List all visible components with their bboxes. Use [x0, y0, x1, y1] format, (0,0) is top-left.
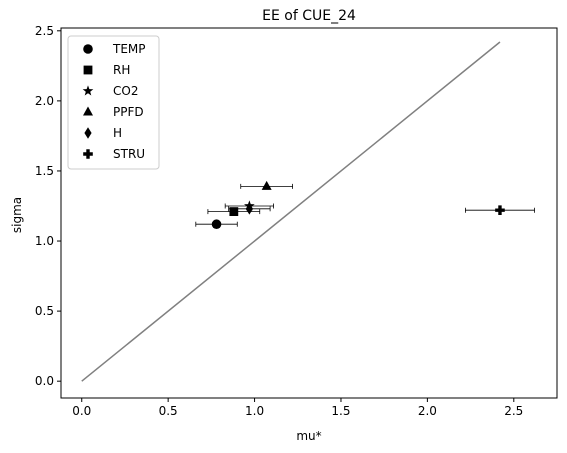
legend-label: H	[113, 126, 122, 140]
legend-item-co2: CO2	[82, 84, 138, 98]
y-tick-label: 1.5	[35, 164, 54, 178]
data-point-stru	[465, 205, 535, 215]
star-legend-icon	[82, 85, 94, 96]
plus-marker	[495, 205, 505, 215]
legend-label: CO2	[113, 84, 138, 98]
legend-item-temp: TEMP	[83, 42, 146, 56]
y-tick-label: 1.0	[35, 234, 54, 248]
legend-item-ppfd: PPFD	[83, 105, 144, 119]
legend-item-stru: STRU	[83, 147, 145, 161]
y-axis-label: sigma	[10, 197, 24, 233]
x-tick-label: 2.0	[418, 404, 437, 418]
circle-legend-icon	[83, 44, 93, 54]
y-tick-label: 2.0	[35, 94, 54, 108]
x-tick-label: 1.5	[331, 404, 350, 418]
y-tick-label: 0.0	[35, 374, 54, 388]
chart-title: EE of CUE_24	[262, 8, 356, 24]
square-marker	[229, 207, 239, 216]
x-tick-label: 1.0	[245, 404, 264, 418]
legend-label: STRU	[113, 147, 145, 161]
plot-area: 0.0 0.5 1.0 1.5 2.0 2.5 0.0 0.5 1.0 1.5 2.0 2.5	[35, 24, 558, 418]
legend-label: PPFD	[113, 105, 144, 119]
legend-item-rh: RH	[83, 63, 130, 77]
square-legend-icon	[83, 65, 93, 75]
legend-item-h: H	[84, 126, 122, 140]
reference-line	[81, 41, 501, 382]
plus-legend-icon	[83, 149, 93, 159]
diamond-legend-icon	[84, 127, 92, 139]
data-point-ppfd	[240, 180, 293, 190]
triangle-legend-icon	[83, 106, 93, 116]
circle-marker	[211, 219, 222, 230]
x-tick-label: 0.5	[159, 404, 178, 418]
data-point-temp	[195, 219, 238, 230]
axes-frame	[60, 27, 558, 399]
diamond-marker	[245, 202, 253, 215]
y-tick-label: 0.5	[35, 304, 54, 318]
x-tick-label: 0.0	[72, 404, 91, 418]
legend: TEMP RH CO2 PPFD H STRU	[67, 35, 160, 170]
legend-label: TEMP	[112, 42, 146, 56]
x-axis-label: mu*	[296, 429, 321, 443]
y-tick-label: 2.5	[35, 24, 54, 38]
x-tick-label: 2.5	[504, 404, 523, 418]
data-point-h	[228, 202, 271, 215]
triangle-marker	[261, 180, 272, 190]
legend-label: RH	[113, 63, 130, 77]
